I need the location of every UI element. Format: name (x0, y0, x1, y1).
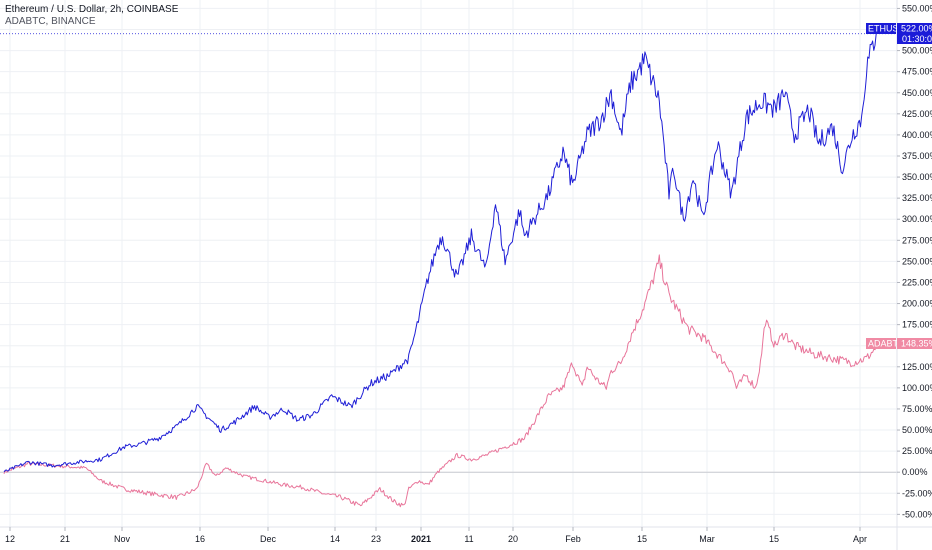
x-tick-label: Feb (565, 534, 581, 544)
y-tick-label: -50.00% (902, 509, 932, 519)
ethusd-countdown: 01:30:03 (902, 34, 932, 44)
adabtc-badge-value: 148.35% (901, 339, 932, 349)
x-tick-label: Mar (699, 534, 715, 544)
y-tick-label: 550.00% (902, 3, 932, 13)
y-tick-label: 275.00% (902, 235, 932, 245)
y-tick-label: 325.00% (902, 193, 932, 203)
x-tick-label: 15 (637, 534, 647, 544)
y-tick-label: 0.00% (902, 467, 928, 477)
compare-symbol-title[interactable]: ADABTC, BINANCE (5, 16, 96, 27)
price-axis[interactable]: 550.00%525.00%500.00%475.00%450.00%425.0… (897, 3, 932, 519)
main-symbol-title[interactable]: Ethereum / U.S. Dollar, 2h, COINBASE (5, 4, 179, 15)
x-tick-label: 2021 (411, 534, 431, 544)
x-tick-label: Dec (260, 534, 277, 544)
series-layer (3, 33, 877, 508)
y-tick-label: 350.00% (902, 172, 932, 182)
x-tick-label: 20 (508, 534, 518, 544)
y-tick-label: -25.00% (902, 488, 932, 498)
y-tick-label: 50.00% (902, 425, 932, 435)
y-tick-label: 125.00% (902, 362, 932, 372)
x-tick-label: Nov (114, 534, 131, 544)
time-axis[interactable]: 12 21 Nov 16 Dec 14 23 2021 11 20 Feb 15 Mar 15 Apr (5, 527, 867, 544)
y-tick-label: 100.00% (902, 383, 932, 393)
ethusd-badge-value: 522.00% (901, 24, 932, 34)
y-tick-label: 475.00% (902, 67, 932, 77)
ethusd-badge: ETHUSD 522.00% 01:30:03 (866, 23, 932, 44)
y-tick-label: 450.00% (902, 88, 932, 98)
x-tick-label: 21 (60, 534, 70, 544)
y-tick-label: 200.00% (902, 299, 932, 309)
x-tick-label: 16 (195, 534, 205, 544)
x-tick-label: 14 (330, 534, 340, 544)
ethusd-badge-label: ETHUSD (868, 24, 906, 34)
grid (0, 0, 897, 527)
x-tick-label: 23 (371, 534, 381, 544)
y-tick-label: 175.00% (902, 320, 932, 330)
x-tick-label: 15 (769, 534, 779, 544)
y-tick-label: 300.00% (902, 214, 932, 224)
x-tick-label: 12 (5, 534, 15, 544)
y-tick-label: 250.00% (902, 256, 932, 266)
y-tick-label: 25.00% (902, 446, 932, 456)
y-tick-label: 375.00% (902, 151, 932, 161)
x-tick-label: Apr (853, 534, 867, 544)
x-tick-label: 11 (464, 534, 473, 544)
series-line-adabtc[interactable] (3, 254, 877, 508)
y-tick-label: 75.00% (902, 404, 932, 414)
y-tick-label: 225.00% (902, 277, 932, 287)
adabtc-badge-label: ADABTC (868, 339, 905, 349)
y-tick-label: 400.00% (902, 130, 932, 140)
legend: Ethereum / U.S. Dollar, 2h, COINBASE ADA… (5, 4, 178, 28)
y-tick-label: 500.00% (902, 46, 932, 56)
series-line-ethusd[interactable] (3, 33, 877, 473)
y-tick-label: 425.00% (902, 109, 932, 119)
adabtc-badge: ADABTC 148.35% (866, 338, 932, 349)
